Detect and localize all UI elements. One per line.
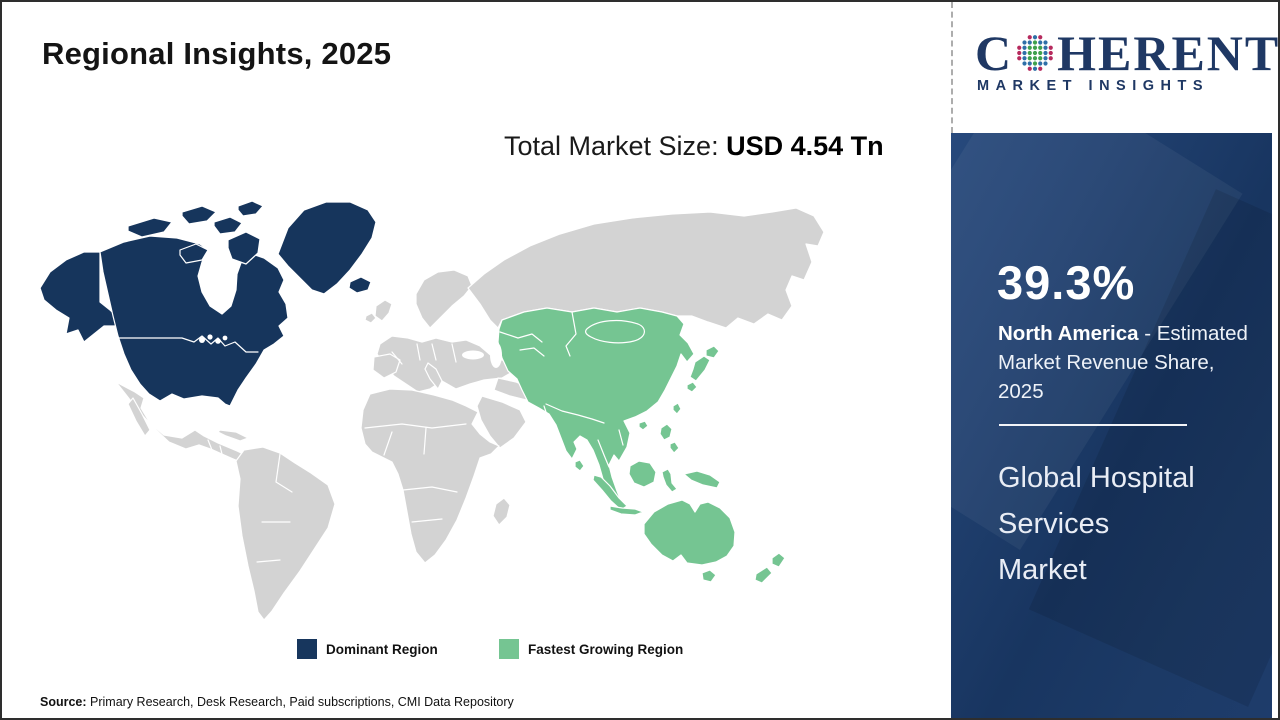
market-name: Global Hospital Services Market	[998, 455, 1238, 593]
logo-letter-c: C	[975, 25, 1014, 81]
map-region-other	[115, 207, 825, 621]
world-map-svg	[39, 200, 825, 621]
map-lakes-seas	[199, 334, 502, 368]
source-label: Source:	[40, 695, 87, 709]
world-map	[32, 192, 832, 622]
map-region-north-america	[39, 200, 377, 407]
legend-item-dominant: Dominant Region	[297, 639, 438, 659]
market-share-desc-text: - Estimated Market Revenue Share, 2025	[998, 322, 1248, 403]
total-market-size-label: Total Market Size:	[504, 131, 727, 161]
market-share-region: North America	[998, 322, 1139, 345]
sidebar-panel: 39.3% North America - Estimated Market R…	[951, 133, 1272, 718]
logo-subtitle: MARKET INSIGHTS	[977, 78, 1210, 94]
sidebar-divider	[999, 424, 1187, 426]
logo-letters-rest: HERENT	[1057, 25, 1280, 81]
legend-item-fastest-growing: Fastest Growing Region	[499, 639, 683, 659]
logo-wordmark: C HERENT	[975, 25, 1280, 81]
market-share-value: 39.3%	[997, 256, 1136, 309]
page-title: Regional Insights, 2025	[42, 36, 392, 71]
market-share-description: North America - Estimated Market Revenue…	[998, 319, 1264, 406]
market-name-line: Global Hospital	[998, 462, 1195, 494]
market-name-line: Services	[998, 508, 1110, 540]
market-name-line: Market	[998, 554, 1087, 586]
source-text: Primary Research, Desk Research, Paid su…	[86, 695, 514, 709]
legend-swatch-fastest-growing	[499, 639, 519, 659]
source-line: Source: Primary Research, Desk Research,…	[40, 695, 514, 709]
legend-label-dominant: Dominant Region	[326, 641, 438, 657]
map-region-asia-pacific	[497, 307, 786, 584]
legend-swatch-dominant	[297, 639, 317, 659]
legend-label-fastest-growing: Fastest Growing Region	[528, 641, 684, 657]
total-market-size: Total Market Size: USD 4.54 Tn	[504, 126, 892, 166]
dotted-globe-icon	[1017, 35, 1053, 71]
map-internal-borders	[112, 311, 645, 563]
company-logo: C HERENT MARKET INSIGHTS	[951, 2, 1278, 133]
total-market-size-value: USD 4.54 Tn	[726, 131, 884, 161]
